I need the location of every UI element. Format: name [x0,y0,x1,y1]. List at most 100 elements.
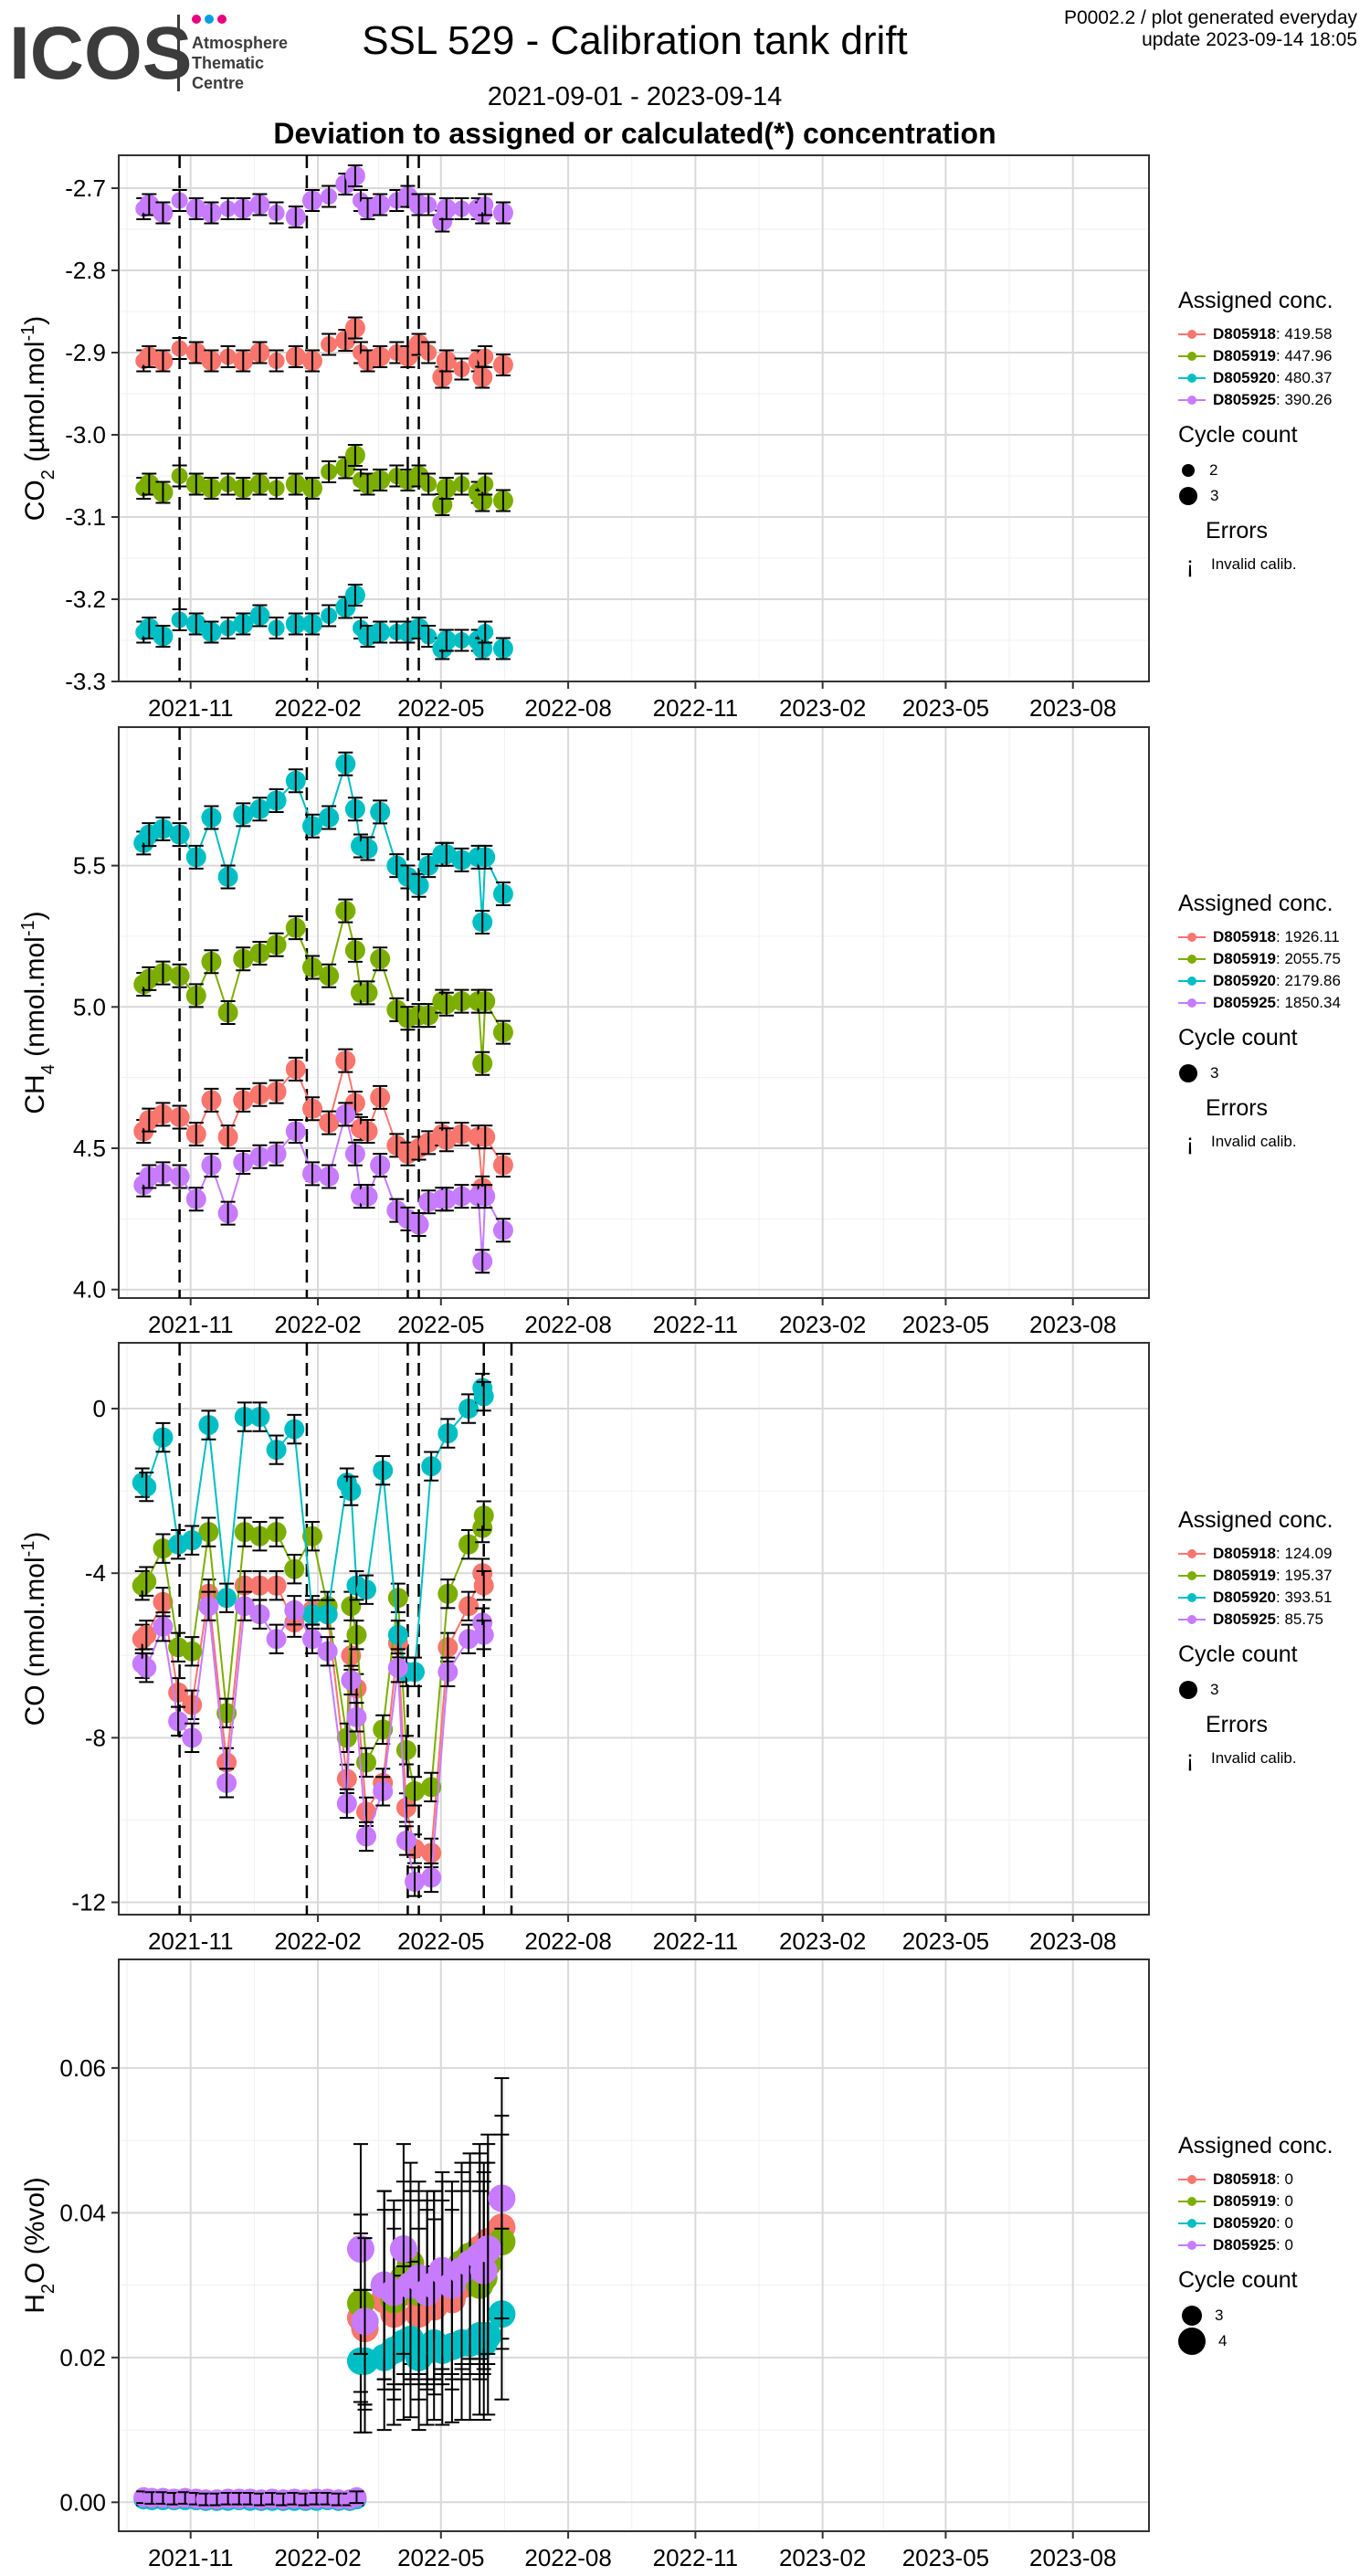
legend-h2o: Assigned conc. D805918: 0 D805919: 0 D80… [1160,2133,1333,2355]
x-tick-label: 2023-05 [902,1311,989,1338]
icos-logo-sub-1: Atmosphere [192,34,288,52]
x-tick-label: 2022-02 [274,694,361,722]
series-D805925 [135,164,513,233]
icos-logo-sub-2: Thematic [192,54,264,72]
x-tick-label: 2021-11 [148,2544,234,2571]
x-tick-label: 2023-05 [902,1927,989,1955]
y-tick-label: 5.5 [73,852,106,880]
x-tick-label: 2022-08 [524,1311,611,1338]
x-tick-label: 2022-08 [524,694,611,722]
chart-subtitle: Deviation to assigned or calculated(*) c… [273,117,996,150]
x-tick-label: 2023-08 [1029,1311,1116,1338]
panel-ch4: 2021-11 2022-02 2022-05 2022-08 2022-11 2023-… [18,726,1150,1338]
x-tick-label: 2022-05 [397,1311,484,1338]
icos-logo-text: ICOS [9,12,192,95]
x-tick-label: 2022-05 [397,1927,484,1955]
legend-ch4: Assigned conc. D805918: 1926.11 D805919:… [1160,891,1341,1156]
x-tick-label: 2022-11 [653,1927,739,1955]
legend-item: D805919: 0 [1178,2191,1333,2212]
x-tick-label: 2023-08 [1029,694,1116,722]
series-D805925 [133,1102,513,1274]
plot-info: P0002.2 / plot generated everyday update… [1064,7,1357,51]
y-tick-label: -2.8 [65,257,106,284]
x-tick-label: 2022-05 [397,2544,484,2571]
legend-item: D805918: 124.09 [1178,1543,1333,1565]
plot-id: P0002.2 / plot generated everyday [1063,7,1357,28]
series-D805920 [132,1372,494,1687]
legend-item: D805919: 2055.75 [1178,948,1341,970]
x-tick-label: 2023-02 [779,1927,866,1955]
panel-h2o: 2021-11 2022-02 2022-05 2022-08 2022-11 2023-… [20,1958,1150,2571]
y-tick-label: -4 [85,1559,106,1587]
x-tick-label: 2021-11 [148,1927,234,1955]
errors-title: Errors [1206,518,1269,544]
x-tick-label: 2022-02 [274,2544,361,2571]
legend-item: D805920: 0 [1178,2212,1333,2234]
x-tick-label: 2023-05 [902,2544,989,2571]
y-tick-label: 0.06 [59,2054,106,2082]
y-tick-label: 0.04 [59,2199,106,2226]
x-tick-label: 2023-02 [779,1311,866,1338]
series-D805919 [133,898,513,1076]
legend-item: D805918: 419.58 [1178,323,1333,345]
panel-co: 2021-11 2022-02 2022-05 2022-08 2022-11 2023-… [18,1342,1150,1955]
cycle-count-title: Cycle count [1178,2267,1298,2293]
legend-co2: Assigned conc. D805918: 419.58 D805919: … [1160,288,1333,578]
y-tick-label: 5.0 [73,993,106,1020]
legend-title: Assigned conc. [1178,2133,1333,2159]
panel-border [118,1958,1150,2532]
series-D805918 [135,316,513,389]
legend-item: D805920: 393.51 [1178,1587,1333,1609]
x-tick-label: 2023-08 [1029,2544,1116,2571]
cycle-count-title: Cycle count [1178,1642,1298,1667]
cycle-count-item: 3 [1178,483,1333,509]
panel-co2: 2021-11 2022-02 2022-05 2022-08 2022-11 2023-… [18,154,1150,722]
y-axis-label: CH4 (nmol.mol-1) [18,911,58,1114]
errors-title: Errors [1206,1095,1269,1121]
y-tick-label: 0.02 [59,2344,106,2371]
cycle-count-title: Cycle count [1178,422,1298,448]
x-tick-label: 2022-11 [653,694,739,722]
invalid-calib-icon: ¡ [1186,1127,1195,1156]
y-tick-label: -2.7 [65,174,106,202]
invalid-calib-icon: ¡ [1186,1744,1195,1772]
legend-title: Assigned conc. [1178,891,1333,916]
errors-title: Errors [1206,1712,1269,1737]
x-tick-label: 2022-08 [524,2544,611,2571]
y-tick-label: -12 [71,1888,106,1916]
x-tick-label: 2022-11 [653,1311,739,1338]
series-D805925 [133,2076,516,2510]
legend-co: Assigned conc. D805918: 124.09 D805919: … [1160,1507,1333,1772]
series-D805919 [135,443,513,517]
y-tick-label: 4.5 [73,1135,106,1162]
x-tick-label: 2021-11 [148,1311,234,1338]
y-tick-label: -3.1 [65,503,106,531]
y-tick-label: 4.0 [73,1276,106,1304]
icos-logo: ICOS Atmosphere Thematic Centre [9,12,288,95]
legend-item: D805918: 0 [1178,2169,1333,2191]
series-D805925 [132,1590,494,1897]
legend-item: D805920: 480.37 [1178,367,1333,389]
cycle-count-item: 3 [1178,1677,1333,1703]
error-item: ¡ Invalid calib. [1178,1127,1341,1156]
panel-border [118,154,1150,682]
cycle-count-item: 2 [1178,458,1333,483]
legend-item: D805925: 390.26 [1178,389,1333,411]
y-tick-label: -3.3 [65,668,106,695]
y-tick-label: -3.2 [65,586,106,613]
y-tick-label: 0.00 [59,2488,106,2516]
page-title: SSL 529 - Calibration tank drift [362,18,908,63]
icos-logo-sub-3: Centre [192,74,244,92]
invalid-calib-icon: ¡ [1186,550,1195,578]
y-tick-label: -3.0 [65,421,106,449]
cycle-count-item: 3 [1178,1061,1341,1086]
x-tick-label: 2022-05 [397,694,484,722]
panel-border [118,1342,1150,1916]
cycle-count-title: Cycle count [1178,1025,1298,1050]
x-tick-label: 2023-05 [902,694,989,722]
y-axis-label: H2O (%vol) [20,2177,58,2313]
legend-title: Assigned conc. [1178,1507,1333,1533]
cycle-count-item: 3 [1178,2303,1333,2328]
x-tick-label: 2022-08 [524,1927,611,1955]
date-range: 2021-09-01 - 2023-09-14 [487,82,783,111]
